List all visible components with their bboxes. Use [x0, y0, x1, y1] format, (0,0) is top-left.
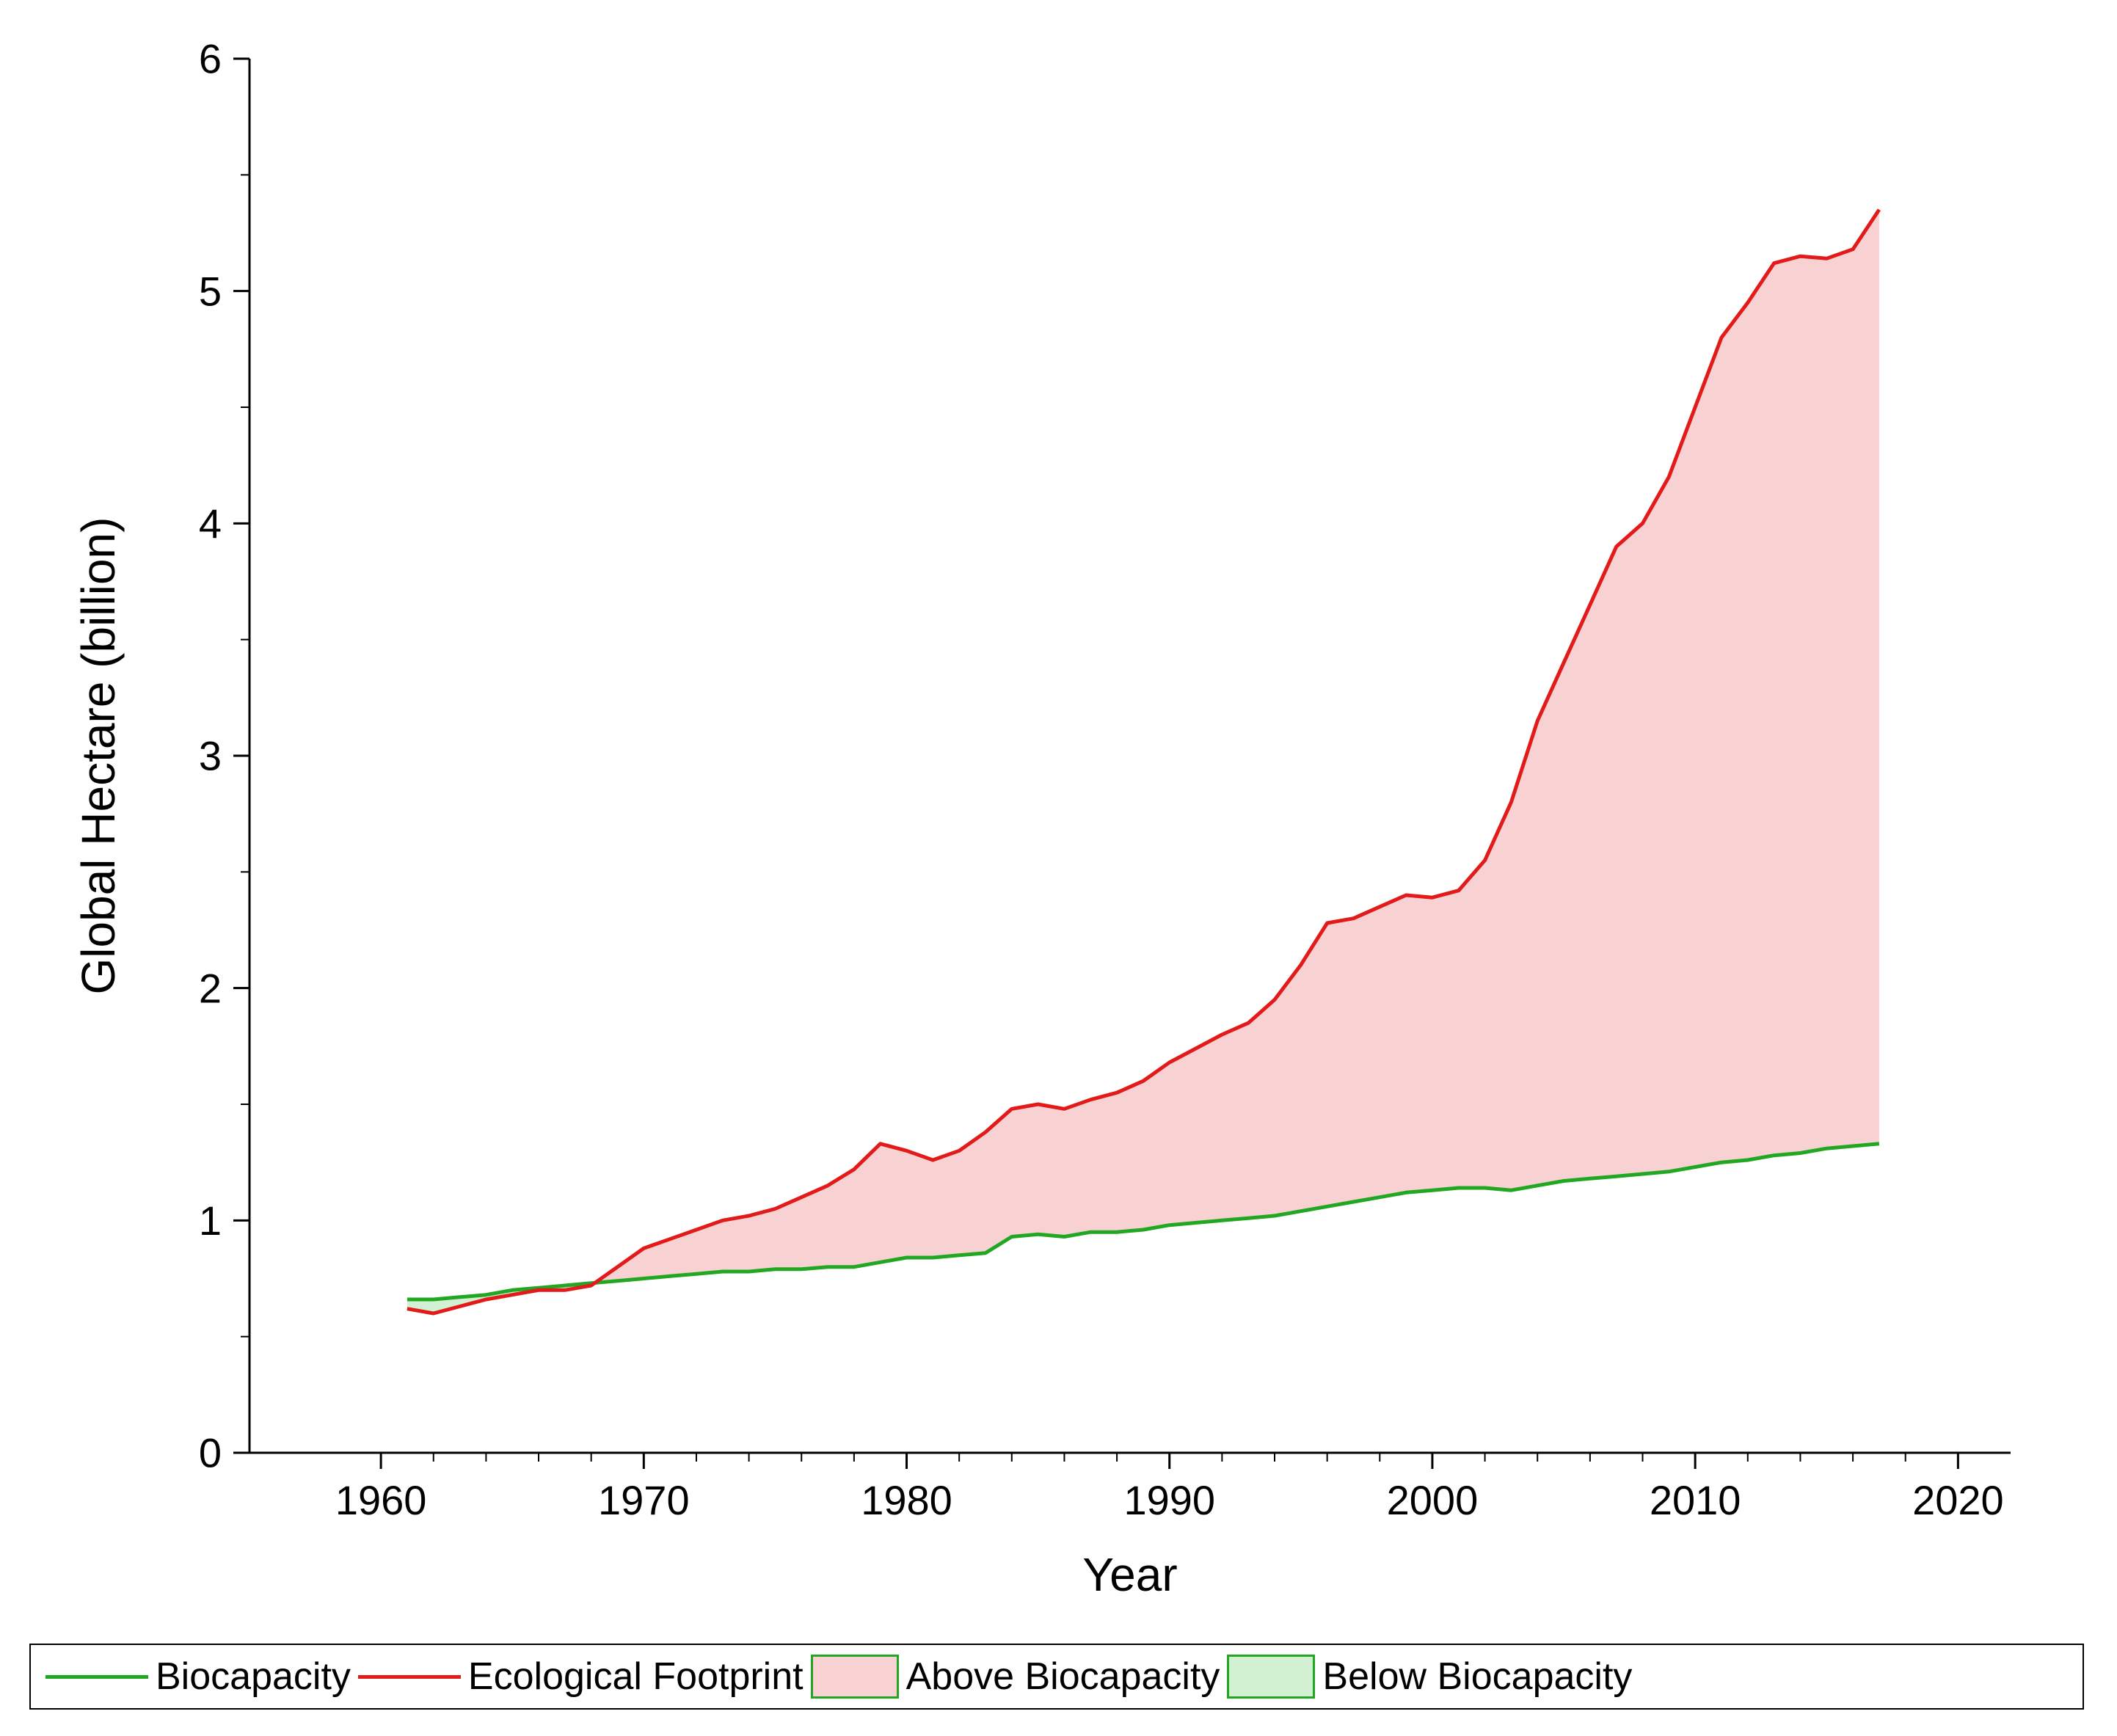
- x-tick-label: 1980: [861, 1477, 952, 1523]
- legend-line-icon: [358, 1675, 461, 1679]
- chart-svg: 1960 1970 1980 1990 2000 2010 2020 0 1 2 3 4 5 6 Year G…: [29, 15, 2084, 1629]
- legend-item-biocapacity: Biocapacity: [45, 1655, 351, 1699]
- chart-page: 1960 1970 1980 1990 2000 2010 2020 0 1 2 3 4 5 6 Year G…: [0, 0, 2117, 1736]
- x-axis-label: Year: [1082, 1548, 1177, 1601]
- x-tick-label: 1970: [598, 1477, 690, 1523]
- area-above-biocapacity: [595, 210, 1879, 1283]
- y-tick-label: 2: [199, 965, 222, 1011]
- legend-line-icon: [45, 1675, 148, 1679]
- y-tick-label: 3: [199, 733, 222, 779]
- legend-item-ecological-footprint: Ecological Footprint: [358, 1655, 804, 1699]
- legend-label: Above Biocapacity: [906, 1655, 1220, 1699]
- y-tick-label: 5: [199, 268, 222, 314]
- x-tick-label: 1990: [1123, 1477, 1215, 1523]
- x-tick-label: 1960: [335, 1477, 427, 1523]
- x-tick-label: 2010: [1650, 1477, 1741, 1523]
- legend-swatch-icon: [811, 1655, 899, 1699]
- x-tick-label: 2000: [1387, 1477, 1479, 1523]
- y-axis-label: Global Hectare (billion): [72, 517, 125, 995]
- legend-item-above-biocapacity: Above Biocapacity: [811, 1655, 1220, 1699]
- legend-label: Ecological Footprint: [468, 1655, 804, 1699]
- y-tick-label: 1: [199, 1197, 222, 1244]
- legend-swatch-icon: [1227, 1655, 1315, 1699]
- y-tick-label: 0: [199, 1430, 222, 1476]
- legend-label: Below Biocapacity: [1322, 1655, 1632, 1699]
- legend: Biocapacity Ecological Footprint Above B…: [29, 1644, 2084, 1710]
- chart-area: 1960 1970 1980 1990 2000 2010 2020 0 1 2 3 4 5 6 Year G…: [29, 15, 2084, 1629]
- y-tick-label: 6: [199, 36, 222, 82]
- legend-label: Biocapacity: [156, 1655, 351, 1699]
- y-tick-label: 4: [199, 500, 222, 547]
- legend-item-below-biocapacity: Below Biocapacity: [1227, 1655, 1632, 1699]
- x-tick-label: 2020: [1912, 1477, 2004, 1523]
